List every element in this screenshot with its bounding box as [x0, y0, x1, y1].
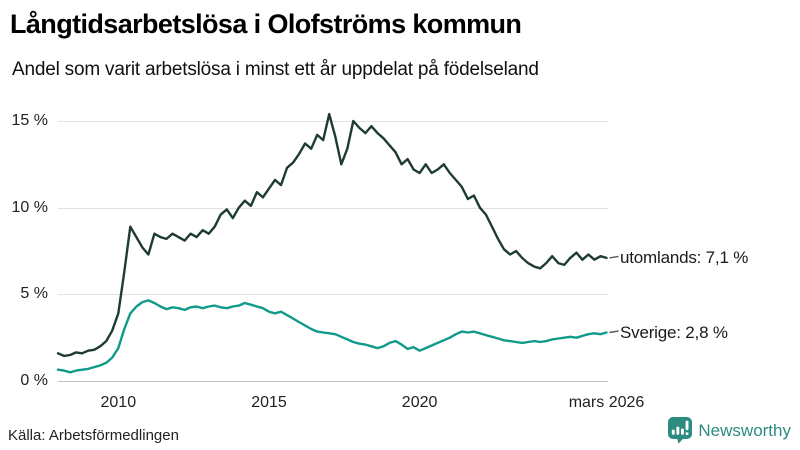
- series-label-sverige: Sverige: 2,8 %: [620, 322, 728, 342]
- logo-bar-3: [681, 428, 685, 435]
- series-label-utomlands: utomlands: 7,1 %: [620, 247, 749, 267]
- x-tick-label-2010: 2010: [100, 394, 137, 411]
- logo-exclamation-bar: [686, 420, 689, 431]
- gridline-10pct: [58, 207, 608, 209]
- label-connector-sverige: [609, 330, 619, 334]
- y-tick-label-10: 10 %: [11, 198, 48, 216]
- brand-name: Newsworthy: [698, 420, 791, 440]
- series-line-utomlands: [56, 112, 608, 358]
- y-tick-label-5: 5 %: [20, 285, 48, 303]
- source-note: Källa: Arbetsförmedlingen: [8, 427, 179, 444]
- chart-subtitle: Andel som varit arbetslösa i minst ett å…: [12, 59, 539, 80]
- gridline-15pct: [58, 121, 608, 122]
- logo-exclamation-dot: [686, 432, 689, 436]
- y-tick-label-15: 15 %: [11, 112, 48, 129]
- x-axis-line: [58, 381, 608, 382]
- logo-bar-1: [672, 429, 676, 435]
- x-tick-label-2015: 2015: [251, 394, 287, 411]
- newsworthy-logo-icon: [668, 417, 693, 444]
- label-connector-utomlands: [609, 255, 619, 259]
- chart-title: Långtidsarbetslösa i Olofströms kommun: [10, 9, 522, 39]
- y-tick-label-0: 0 %: [20, 372, 48, 389]
- x-tick-label-mars-2026: mars 2026: [568, 394, 645, 411]
- gridline-5pct: [58, 294, 608, 296]
- newsworthy-brand-link[interactable]: Newsworthy: [668, 417, 791, 444]
- x-tick-label-2020: 2020: [401, 394, 438, 411]
- logo-bar-2: [676, 426, 680, 435]
- series-line-sverige: [56, 299, 608, 374]
